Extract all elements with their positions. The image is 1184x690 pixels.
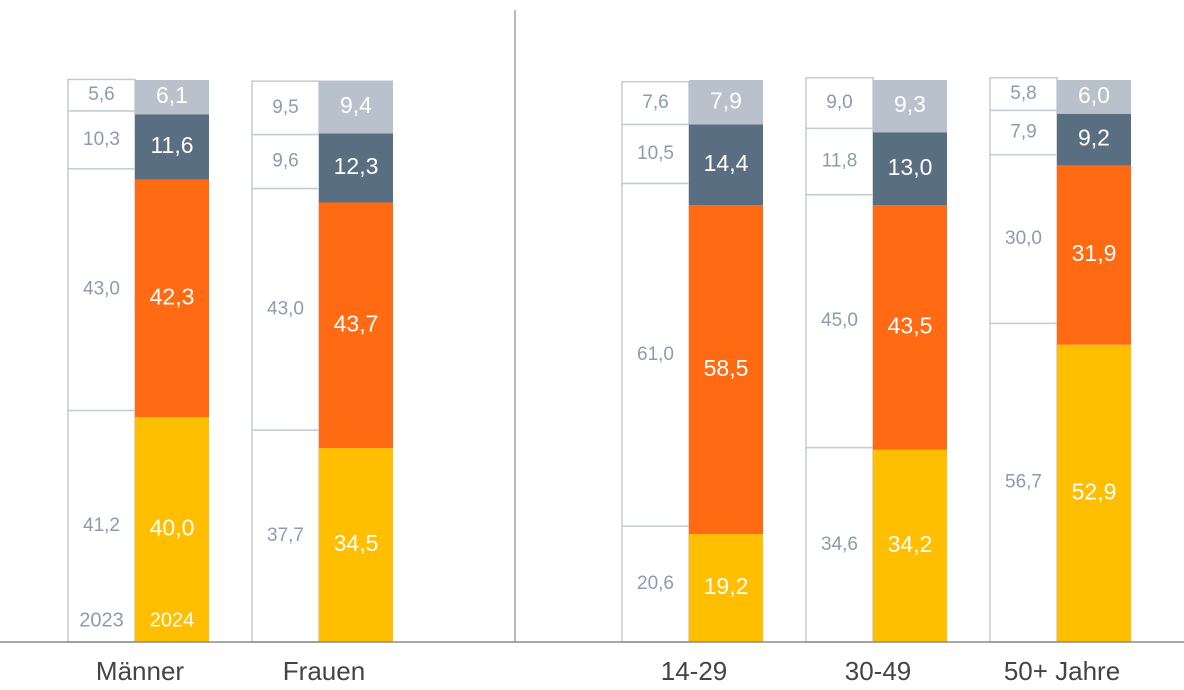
bar-segment: [689, 124, 763, 206]
value-label: 43,5: [888, 313, 933, 339]
value-label: 7,9: [710, 87, 742, 113]
value-label: 34,5: [334, 530, 379, 556]
value-label: 34,6: [821, 534, 858, 555]
bar-segment: [805, 77, 874, 130]
value-label: 10,3: [83, 129, 120, 150]
bar-segment: [319, 448, 393, 642]
value-label: 37,7: [267, 525, 304, 546]
x-tick-label: Männer: [96, 656, 184, 686]
x-tick-label: 14-29: [661, 656, 728, 686]
value-label: 9,0: [826, 92, 852, 113]
bar-segment: [319, 202, 393, 449]
bar-segment: [621, 525, 690, 643]
bar-segment: [135, 179, 209, 418]
value-label: 9,4: [340, 92, 372, 118]
value-label: 56,7: [1005, 472, 1042, 493]
value-label: 52,9: [1072, 478, 1117, 504]
bar-segment: [989, 77, 1058, 112]
value-label: 43,0: [267, 298, 304, 319]
value-label: 5,8: [1010, 83, 1036, 104]
value-label: 6,1: [156, 82, 188, 108]
value-label: 7,6: [642, 92, 668, 113]
year-label: 2023: [79, 609, 124, 631]
bar-segment: [621, 123, 690, 185]
bar-segment: [621, 182, 690, 527]
value-label: 30,0: [1005, 228, 1042, 249]
value-label: 10,5: [637, 143, 674, 164]
bar-segment: [319, 80, 393, 134]
x-tick-label: 50+ Jahre: [1004, 656, 1120, 686]
bar-segment: [251, 429, 320, 643]
year-label: 2024: [150, 609, 195, 631]
value-label: 45,0: [821, 310, 858, 331]
value-label: 20,6: [637, 573, 674, 594]
bar-segment: [805, 193, 874, 449]
bar-segment: [873, 449, 947, 642]
bar-segment: [689, 534, 763, 642]
value-label: 13,0: [888, 154, 933, 180]
value-label: 31,9: [1072, 240, 1117, 266]
value-label: 6,0: [1078, 82, 1110, 108]
bar-segment: [135, 80, 209, 115]
value-label: 12,3: [334, 153, 379, 179]
bar-segment: [1057, 165, 1131, 345]
bar-segment: [135, 114, 209, 180]
value-label: 43,0: [83, 279, 120, 300]
value-label: 7,9: [1010, 122, 1036, 143]
value-label: 14,4: [704, 150, 749, 176]
bar-segment: [621, 80, 690, 126]
bar-segment: [873, 80, 947, 133]
value-label: 11,8: [822, 151, 858, 172]
bar-segment: [135, 417, 209, 642]
value-label: 61,0: [637, 344, 674, 365]
value-label: 58,5: [704, 355, 749, 381]
value-label: 42,3: [150, 283, 195, 309]
value-label: 11,6: [150, 132, 193, 158]
value-label: 43,7: [334, 310, 379, 336]
bar-segment: [805, 446, 874, 643]
value-label: 19,2: [704, 573, 749, 599]
bar-segment: [1057, 80, 1131, 114]
value-label: 40,0: [150, 515, 195, 541]
bar-segment: [989, 153, 1058, 325]
bar-segment: [251, 133, 320, 190]
bar-segment: [319, 133, 393, 203]
bar-segment: [251, 187, 320, 431]
bar-segment: [689, 80, 763, 125]
bar-segment: [1057, 113, 1131, 166]
x-tick-label: 30-49: [845, 656, 912, 686]
bar-segment: [873, 132, 947, 206]
value-label: 9,5: [272, 97, 298, 118]
value-label: 41,2: [83, 515, 120, 536]
bar-segment: [689, 205, 763, 535]
bar-segment: [1057, 344, 1131, 642]
value-label: 34,2: [888, 531, 933, 557]
bar-segment: [67, 168, 136, 412]
bar-segment: [989, 109, 1058, 156]
value-label: 5,6: [88, 84, 114, 105]
value-label: 9,3: [894, 91, 926, 117]
value-label: 9,6: [272, 151, 298, 172]
bar-segment: [873, 205, 947, 450]
x-tick-label: Frauen: [283, 656, 365, 686]
value-label: 9,2: [1078, 125, 1110, 151]
